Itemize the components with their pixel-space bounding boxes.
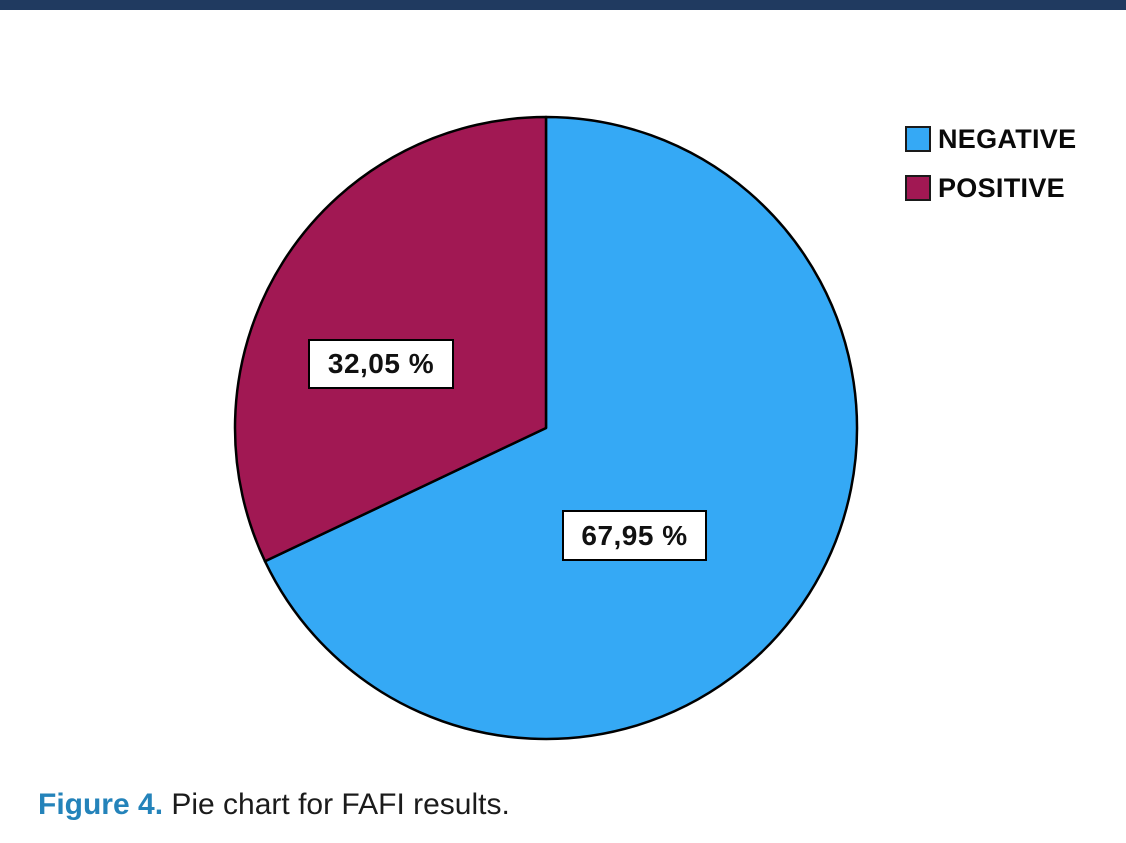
legend-item-negative: NEGATIVE: [905, 123, 1077, 154]
pie-chart-area: [226, 108, 866, 748]
legend-swatch-negative: [905, 126, 931, 152]
slice-label-negative: 67,95 %: [562, 510, 707, 561]
slice-label-positive: 32,05 %: [308, 339, 454, 389]
figure-caption-label: Figure 4.: [38, 788, 164, 821]
legend-label-negative: NEGATIVE: [938, 123, 1077, 154]
top-rule-bar: [0, 0, 1126, 10]
legend-swatch-positive: [905, 175, 931, 201]
pie-chart: [233, 115, 859, 741]
figure-caption-text: Pie chart for FAFI results.: [163, 788, 510, 821]
legend-item-positive: POSITIVE: [905, 172, 1076, 203]
figure-caption: Figure 4. Pie chart for FAFI results.: [38, 788, 510, 822]
legend: NEGATIVE POSITIVE: [905, 123, 1077, 225]
pie-slice-negative: [263, 115, 859, 741]
slice-label-positive-text: 32,05 %: [327, 348, 435, 379]
legend-label-positive: POSITIVE: [938, 172, 1065, 203]
slice-label-negative-text: 67,95 %: [581, 519, 688, 551]
